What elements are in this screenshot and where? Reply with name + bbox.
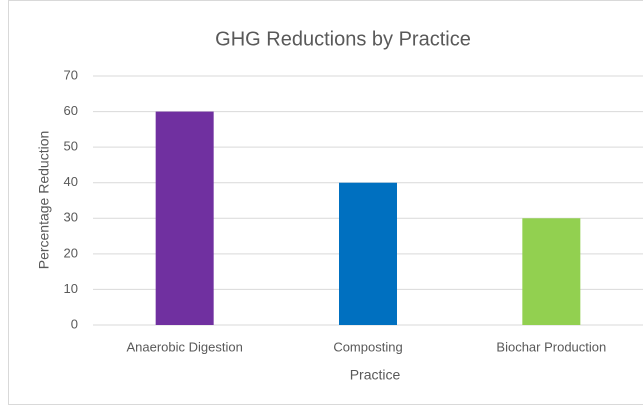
bar <box>339 182 397 325</box>
y-tick-label: 40 <box>64 174 78 189</box>
x-tick-label: Composting <box>333 339 402 354</box>
x-axis-label: Practice <box>350 367 401 383</box>
bar <box>155 111 214 325</box>
x-tick-label: Anaerobic Digestion <box>126 339 242 354</box>
y-tick-label: 60 <box>64 103 78 118</box>
y-tick-label: 20 <box>64 245 78 260</box>
y-tick-label: 10 <box>64 281 78 296</box>
chart-title: GHG Reductions by Practice <box>215 28 471 50</box>
bar <box>522 218 581 325</box>
y-tick-label: 0 <box>71 316 78 331</box>
chart-border <box>8 0 643 405</box>
x-tick-label: Biochar Production <box>496 339 606 354</box>
y-tick-label: 70 <box>64 67 78 82</box>
y-axis-label: Percentage Reduction <box>36 131 52 270</box>
y-tick-label: 50 <box>64 139 78 154</box>
y-tick-label: 30 <box>64 210 78 225</box>
